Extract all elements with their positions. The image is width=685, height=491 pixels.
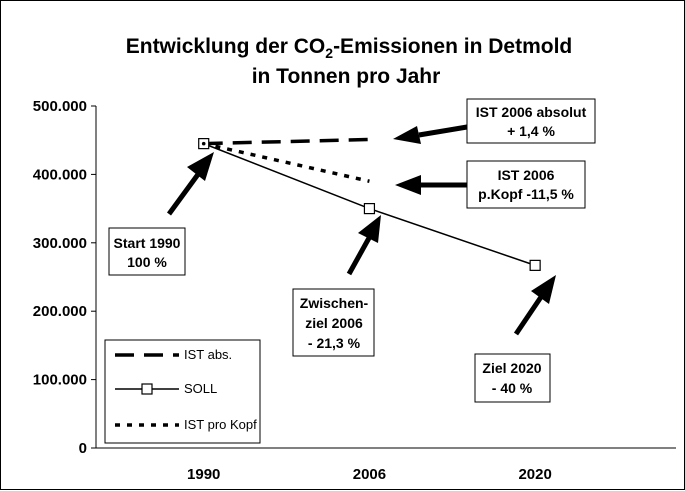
- annotation-start-line-1: Start 1990: [114, 235, 181, 251]
- annotation-zwischen-line-1: Zwischen-: [300, 295, 369, 311]
- arrow-ist-abs-head: [393, 126, 421, 144]
- y-tick-label: 100.000: [33, 372, 87, 389]
- soll-point: [529, 259, 541, 271]
- annotation-ist-abs: IST 2006 absolut + 1,4 %: [466, 98, 596, 144]
- annotation-zwischen-line-3: - 21,3 %: [308, 335, 361, 351]
- arrows: [166, 124, 556, 336]
- annotation-zwischen-line-2: ziel 2006: [305, 315, 363, 331]
- annotation-ziel: Ziel 2020 - 40 %: [474, 353, 551, 403]
- arrow-start-head: [187, 152, 214, 181]
- annotation-ziel-line-2: - 40 %: [492, 380, 533, 396]
- arrow-zwischen-head: [358, 215, 381, 243]
- annotation-ist-kopf-line-1: IST 2006: [498, 167, 555, 183]
- arrow-ziel: [513, 295, 544, 336]
- arrow-ist-kopf-head: [395, 175, 421, 195]
- y-tick-label: 400.000: [33, 166, 87, 183]
- legend: IST abs. SOLL IST pro Kopf: [104, 339, 261, 444]
- start-point-dot: [201, 141, 206, 146]
- x-tick-label: 2020: [518, 466, 551, 483]
- y-axis-ticks: 0 100.000 200.000 300.000 400.000 500.000: [33, 98, 96, 457]
- y-tick-label: 500.000: [33, 98, 87, 115]
- y-tick-label: 0: [79, 440, 87, 457]
- chart-title-line-2: in Tonnen pro Jahr: [252, 65, 441, 88]
- legend-label-soll: SOLL: [184, 381, 217, 396]
- annotation-zwischen: Zwischen- ziel 2006 - 21,3 %: [292, 288, 375, 357]
- arrow-zwischen: [346, 236, 372, 276]
- y-tick-label: 300.000: [33, 235, 87, 252]
- y-tick-label: 200.000: [33, 303, 87, 320]
- arrow-ziel-head: [531, 275, 556, 304]
- x-tick-label: 1990: [187, 466, 220, 483]
- annotation-ist-kopf: IST 2006 p.Kopf -11,5 %: [466, 160, 586, 209]
- annotation-start: Start 1990 100 %: [108, 227, 186, 276]
- series-line: [203, 141, 370, 183]
- legend-swatch-soll-marker: [141, 383, 153, 395]
- legend-label-ist-abs: IST abs.: [184, 347, 232, 362]
- soll-point: [363, 203, 376, 215]
- annotation-ist-abs-line-2: + 1,4 %: [507, 123, 555, 139]
- legend-label-ist-kopf: IST pro Kopf: [184, 417, 257, 432]
- arrow-ist-abs: [418, 124, 468, 138]
- annotation-ziel-line-1: Ziel 2020: [482, 360, 541, 376]
- x-axis-ticks: 1990 2006 2020: [187, 466, 552, 483]
- annotation-start-line-2: 100 %: [127, 254, 167, 270]
- arrow-start: [166, 171, 202, 216]
- series-group: [198, 137, 541, 271]
- x-tick-label: 2006: [353, 466, 386, 483]
- series-line: [203, 137, 370, 146]
- annotation-ist-kopf-line-2: p.Kopf -11,5 %: [478, 186, 574, 202]
- annotation-ist-abs-line-1: IST 2006 absolut: [476, 104, 587, 120]
- chart-title-line-1: Entwicklung der CO2-Emissionen in Detmol…: [126, 35, 573, 61]
